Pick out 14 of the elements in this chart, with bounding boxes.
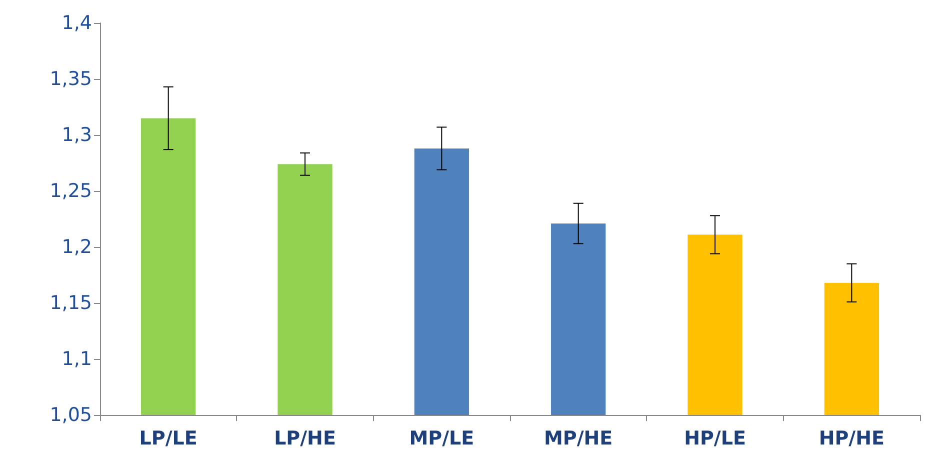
y-tick-label: 1,25 [50, 180, 92, 202]
x-tick-label: LP/HE [274, 428, 336, 450]
x-tick-label: MP/LE [409, 428, 474, 450]
y-tick-label: 1,2 [62, 236, 92, 258]
y-tick-label: 1,4 [62, 12, 92, 34]
x-tick-label: LP/LE [139, 428, 198, 450]
y-tick-label: 1,15 [50, 292, 92, 314]
y-tick-label: 1,35 [50, 68, 92, 90]
y-tick-label: 1,1 [62, 348, 92, 370]
x-tick-label: MP/HE [544, 428, 613, 450]
y-tick-label: 1,05 [50, 404, 92, 426]
x-tick-label: HP/LE [684, 428, 746, 450]
x-tick-label: HP/HE [818, 428, 884, 450]
y-tick-label: 1,3 [62, 124, 92, 146]
